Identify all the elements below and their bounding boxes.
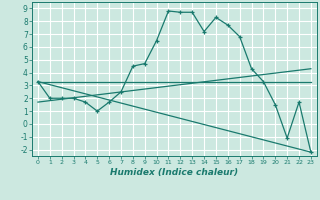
X-axis label: Humidex (Indice chaleur): Humidex (Indice chaleur) — [110, 168, 238, 177]
